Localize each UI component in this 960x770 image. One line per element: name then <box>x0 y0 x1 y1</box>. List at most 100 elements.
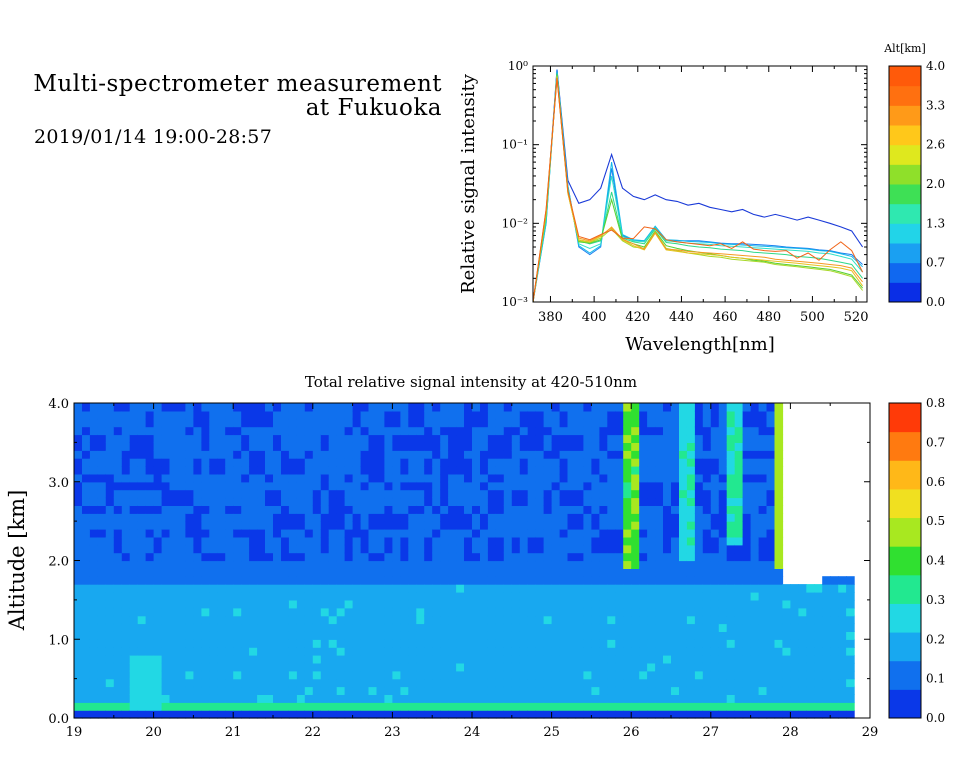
heatmap-cell <box>575 450 585 459</box>
heatmap-cell <box>448 473 457 483</box>
heatmap-cell <box>750 450 760 459</box>
heatmap-cell <box>639 418 648 428</box>
heatmap-cell <box>487 473 497 483</box>
heatmap-cell <box>241 458 250 467</box>
heatmap-cell <box>647 607 656 617</box>
heatmap-cell <box>734 647 744 656</box>
heatmap-cell <box>249 529 258 538</box>
heatmap-cell <box>742 497 752 506</box>
heatmap-cell <box>718 623 728 632</box>
heatmap-cell <box>543 434 553 443</box>
heatmap-cell <box>129 662 139 672</box>
heatmap-cell <box>432 442 441 451</box>
heatmap-cell <box>742 544 752 554</box>
heatmap-cell <box>241 623 250 632</box>
heatmap-cell <box>360 513 370 522</box>
heatmap-cell <box>806 655 815 664</box>
heatmap-cell <box>726 521 736 530</box>
heatmap-cell <box>734 513 744 522</box>
heatmap-cell <box>416 568 425 577</box>
heatmap-cell <box>631 426 640 436</box>
heatmap-cell <box>639 607 648 617</box>
heatmap-cell <box>647 458 656 467</box>
heatmap-cell <box>169 592 179 601</box>
heatmap-cell <box>249 710 258 719</box>
heatmap-cell <box>225 442 234 451</box>
heatmap-cell <box>416 607 425 617</box>
intensity-colorbar-segment <box>889 546 921 576</box>
heatmap-cell <box>129 686 139 695</box>
heatmap-cell <box>702 702 712 711</box>
heatmap-cell <box>408 513 417 522</box>
heatmap-cell <box>137 536 147 546</box>
heatmap-cell <box>432 710 441 719</box>
heatmap-cell <box>296 473 306 483</box>
heatmap-cell <box>694 599 704 609</box>
heatmap-cell <box>288 710 298 719</box>
heatmap-cell <box>551 497 561 506</box>
heatmap-cell <box>702 426 712 436</box>
heatmap-cell <box>702 560 712 569</box>
heatmap-cell <box>161 466 171 475</box>
heatmap-title: Total relative signal intensity at 420-5… <box>305 373 637 391</box>
heatmap-cell <box>671 418 680 428</box>
heatmap-cell <box>535 639 545 648</box>
heatmap-cell <box>281 592 290 601</box>
heatmap-cell <box>89 513 99 522</box>
heatmap-cell <box>217 513 226 522</box>
heatmap-cell <box>758 607 768 617</box>
heatmap-cell <box>535 426 545 436</box>
heatmap-cell <box>281 473 290 483</box>
heatmap-cell <box>623 513 632 522</box>
heatmap-cell <box>121 584 131 593</box>
heatmap-cell <box>758 473 768 483</box>
heatmap-cell <box>543 536 553 546</box>
heatmap-cell <box>265 473 274 483</box>
heatmap-cell <box>480 678 489 688</box>
heatmap-cell <box>440 710 449 719</box>
heatmap-cell <box>694 434 704 443</box>
heatmap-cell <box>121 450 131 459</box>
heatmap-cell <box>105 403 115 412</box>
heatmap-cell <box>790 662 799 672</box>
heatmap-cell <box>615 686 624 695</box>
heatmap-cell <box>822 599 831 609</box>
spectrum-series-line-1 <box>533 69 863 302</box>
heatmap-cell <box>304 450 314 459</box>
heatmap-cell <box>169 710 179 719</box>
heatmap-cell <box>694 615 704 625</box>
heatmap-cell <box>464 481 473 491</box>
heatmap-cell <box>249 662 258 672</box>
heatmap-cell <box>288 623 298 632</box>
heatmap-cell <box>822 686 831 695</box>
heatmap-cell <box>161 426 171 436</box>
heatmap-cell <box>583 686 592 695</box>
heatmap-cell <box>543 403 553 412</box>
intensity-colorbar-segment <box>889 660 921 690</box>
heatmap-cell <box>694 576 704 585</box>
heatmap-cell <box>320 466 330 475</box>
heatmap-cell <box>129 513 139 522</box>
heatmap-cell <box>312 481 322 491</box>
heatmap-cell <box>734 710 744 719</box>
heatmap-cell <box>376 529 386 538</box>
heatmap-cell <box>591 592 600 601</box>
heatmap-cell <box>376 607 386 617</box>
heatmap-cell <box>169 497 179 506</box>
heatmap-cell <box>169 536 179 546</box>
heatmap-cell <box>161 631 171 640</box>
heatmap-cell <box>480 521 489 530</box>
heatmap-cell <box>639 481 648 491</box>
heatmap-cell <box>718 670 728 680</box>
heatmap-cell <box>591 442 600 451</box>
heatmap-cell <box>153 560 163 569</box>
heatmap-cell <box>177 639 187 648</box>
heatmap-cell <box>567 599 577 609</box>
heatmap-cell <box>456 505 465 514</box>
heatmap-cell <box>89 560 99 569</box>
heatmap-cell <box>201 481 210 491</box>
heatmap-cell <box>89 481 99 491</box>
heatmap-cell <box>440 702 449 711</box>
heatmap-cell <box>376 505 386 514</box>
heatmap-cell <box>472 552 481 562</box>
